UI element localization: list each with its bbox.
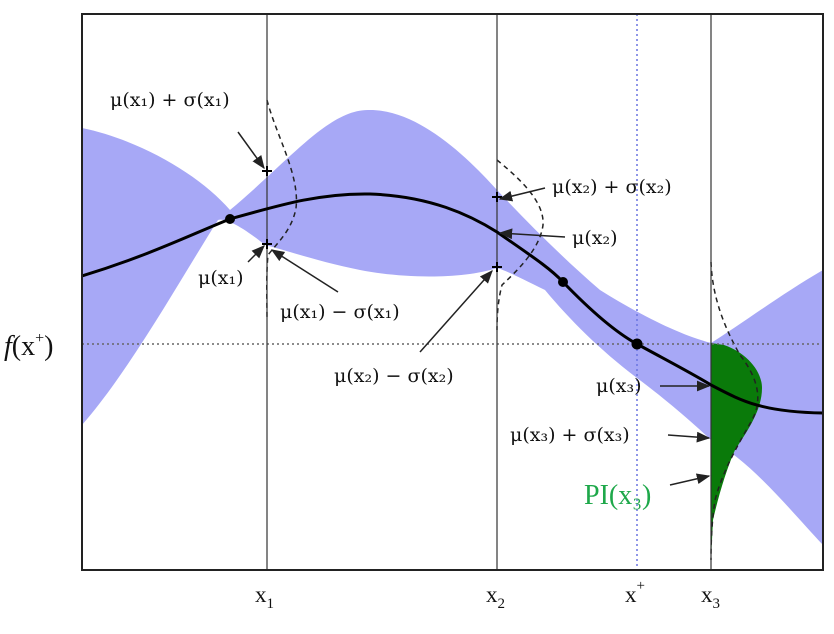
x-tick-x3: x3 [701, 582, 720, 612]
x-tick-xplus: x+ [625, 578, 645, 607]
observation-point [558, 277, 568, 287]
gaussian-x2 [496, 159, 544, 331]
label-mu-x2: μ(x₂) [572, 227, 618, 249]
label-mu-plus-sigma-x2: μ(x₂) + σ(x₂) [552, 176, 672, 198]
label-mu-plus-sigma-x3: μ(x₃) + σ(x₃) [510, 424, 630, 446]
pi-region [711, 343, 762, 560]
observation-point-best [631, 338, 643, 350]
label-mu-plus-sigma-x1: μ(x₁) + σ(x₁) [110, 89, 230, 111]
label-mu-x3: μ(x₃) [596, 375, 642, 397]
arrow-icon [237, 131, 711, 486]
label-mu-minus-sigma-x1: μ(x₁) − σ(x₁) [280, 301, 400, 323]
y-label-f-xplus: f(x+) [4, 330, 53, 362]
x-tick-x2: x2 [486, 582, 505, 612]
plot-frame [81, 13, 824, 571]
label-pi-x3: PI(x₃) [584, 480, 651, 511]
x-tick-x1: x1 [255, 582, 274, 612]
label-mu-x1: μ(x₁) [198, 267, 244, 289]
label-mu-minus-sigma-x2: μ(x₂) − σ(x₂) [334, 365, 454, 387]
observation-point [225, 214, 235, 224]
